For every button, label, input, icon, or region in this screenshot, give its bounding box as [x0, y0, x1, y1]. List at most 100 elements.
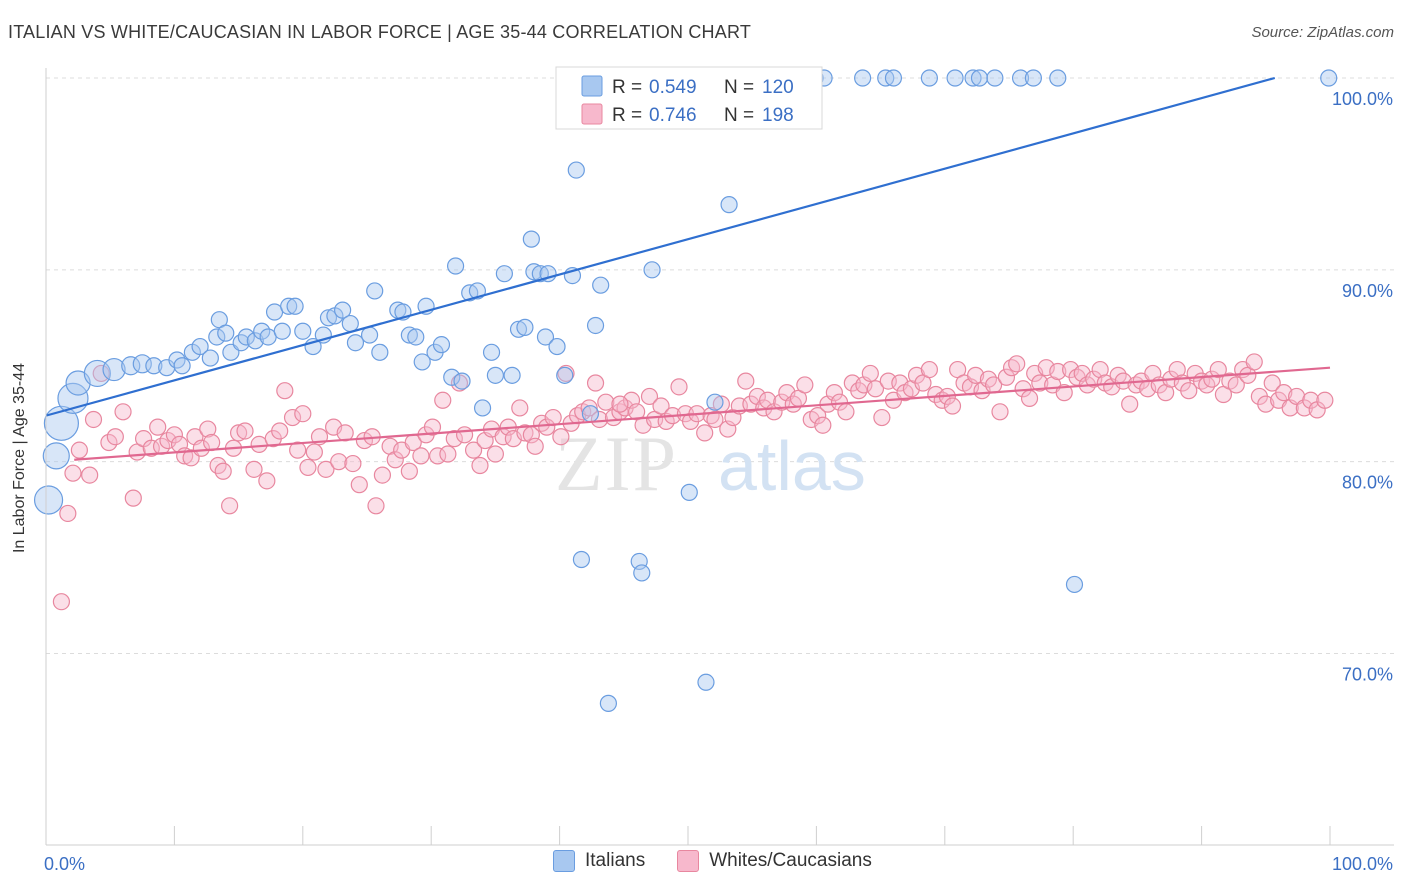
point-whites [124, 489, 142, 507]
point-whites [1227, 376, 1245, 394]
point-italians [237, 328, 255, 346]
source-text: Source: ZipAtlas.com [1251, 24, 1394, 41]
point-whites [597, 393, 615, 411]
legend-n-label-1: N = [724, 77, 754, 98]
point-whites [344, 454, 362, 473]
point-whites [330, 453, 348, 471]
point-whites [873, 408, 891, 427]
point-italians [366, 282, 384, 300]
point-whites [100, 433, 118, 452]
point-whites [1114, 372, 1132, 390]
legend-item-whites: Whites/Caucasians [677, 850, 872, 872]
point-whites [245, 460, 263, 478]
grid-lines: 70.0% 80.0% 90.0% 100.0% [46, 77, 1394, 685]
point-whites [1257, 395, 1275, 413]
legend-label-italians: Italians [585, 850, 646, 871]
point-italians [253, 322, 271, 340]
point-italians [145, 357, 163, 375]
point-italians [346, 334, 365, 352]
point-whites [861, 364, 879, 383]
point-italians [525, 263, 543, 281]
point-whites [737, 372, 755, 390]
point-whites [991, 403, 1009, 421]
point-whites [809, 407, 827, 425]
point-whites [199, 420, 217, 438]
point-whites [1316, 391, 1334, 409]
point-whites [997, 368, 1016, 386]
point-whites [611, 395, 629, 413]
trend-line-whites [74, 366, 1331, 461]
point-italians [633, 564, 651, 582]
point-whites [258, 472, 276, 490]
point-whites [696, 424, 714, 442]
point-whites [283, 408, 302, 427]
point-whites [1180, 382, 1198, 400]
point-italians [536, 328, 555, 346]
point-whites [429, 447, 447, 465]
point-italians [319, 309, 338, 327]
point-whites [464, 441, 483, 459]
legend-item-italians: Italians [553, 850, 645, 872]
point-italians [1024, 69, 1042, 87]
legend-n-label-2: N = [724, 105, 754, 126]
point-italians [697, 673, 715, 691]
point-whites [1263, 374, 1281, 392]
point-italians [473, 399, 492, 417]
point-whites [412, 447, 430, 465]
point-italians [407, 328, 425, 346]
point-whites [586, 374, 605, 392]
point-whites [1031, 374, 1049, 392]
source-label: Source: ZipAtlas.com [1251, 24, 1394, 41]
series-legend: Italians Whites/Caucasians [553, 850, 894, 872]
point-whites [967, 366, 985, 384]
point-whites [1055, 384, 1073, 402]
legend-swatch-whites-bottom [677, 850, 700, 872]
point-whites [516, 424, 534, 442]
point-whites [706, 410, 724, 429]
point-italians [503, 366, 521, 384]
point-italians [173, 357, 191, 375]
series-whites-caucasians [52, 353, 1334, 611]
point-italians [516, 318, 534, 336]
point-italians [946, 69, 964, 87]
point-italians [432, 336, 451, 354]
chart-title: ITALIAN VS WHITE/CAUCASIAN IN LABOR FORC… [8, 22, 752, 42]
point-whites [434, 391, 452, 409]
point-whites [271, 422, 289, 440]
point-whites [423, 418, 442, 436]
point-whites [367, 497, 385, 515]
point-whites [192, 439, 210, 457]
point-whites [142, 439, 160, 457]
legend-r-label-1: R = [612, 77, 642, 98]
point-italians [599, 694, 617, 712]
trend-line-italians [45, 76, 1276, 417]
legend-swatch-whites [581, 103, 603, 125]
point-whites [230, 424, 248, 442]
point-italians [273, 322, 291, 340]
point-whites [445, 430, 463, 448]
y-axis-label: In Labor Force | Age 35-44 [11, 362, 28, 554]
point-italians [1011, 69, 1030, 87]
point-italians [495, 265, 513, 283]
point-whites [221, 497, 239, 515]
point-whites [59, 504, 77, 523]
point-italians [486, 366, 504, 384]
y-tick-label: 70.0% [1342, 665, 1393, 685]
point-whites [386, 451, 404, 469]
point-whites [299, 458, 317, 477]
point-whites [355, 431, 374, 450]
point-whites [590, 410, 609, 429]
point-italians [446, 257, 465, 275]
point-whites [373, 466, 392, 484]
point-italians [548, 337, 566, 356]
point-whites [294, 405, 312, 423]
point-italians [572, 550, 591, 569]
point-italians [509, 320, 528, 338]
legend-swatch-italians-bottom [553, 850, 575, 872]
point-whites [149, 418, 167, 436]
point-whites [214, 462, 232, 480]
point-italians [65, 370, 91, 396]
point-italians [280, 297, 298, 315]
legend-r-label-2: R = [612, 105, 642, 126]
